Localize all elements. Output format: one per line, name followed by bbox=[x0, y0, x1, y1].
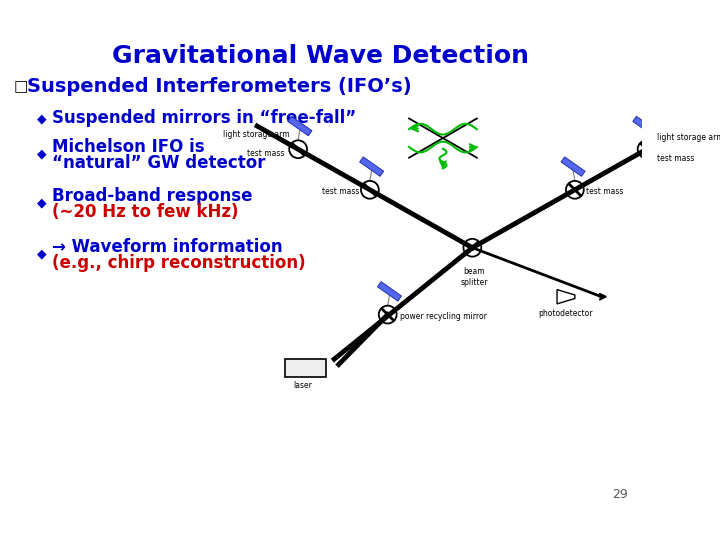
Text: “natural” GW detector: “natural” GW detector bbox=[52, 154, 265, 172]
Text: → Waveform information: → Waveform information bbox=[52, 238, 282, 256]
Text: (e.g., chirp reconstruction): (e.g., chirp reconstruction) bbox=[52, 254, 305, 272]
Text: Gravitational Wave Detection: Gravitational Wave Detection bbox=[112, 44, 529, 68]
Text: test mass: test mass bbox=[322, 187, 359, 196]
Text: Michelson IFO is: Michelson IFO is bbox=[52, 138, 204, 156]
Text: Suspended Interferometers (IFO’s): Suspended Interferometers (IFO’s) bbox=[27, 77, 411, 96]
Text: (~20 Hz to few kHz): (~20 Hz to few kHz) bbox=[52, 203, 238, 221]
Text: □: □ bbox=[14, 79, 28, 94]
Text: ◆: ◆ bbox=[37, 147, 47, 160]
Text: beam
splitter: beam splitter bbox=[460, 267, 488, 287]
Text: light storage arm: light storage arm bbox=[657, 133, 720, 142]
Polygon shape bbox=[561, 157, 585, 177]
Text: test mass: test mass bbox=[585, 187, 623, 196]
Text: ◆: ◆ bbox=[37, 197, 47, 210]
Polygon shape bbox=[557, 289, 575, 304]
Text: light storage arm: light storage arm bbox=[222, 130, 289, 139]
Text: photodetector: photodetector bbox=[539, 309, 593, 318]
Text: power recycling mirror: power recycling mirror bbox=[400, 312, 487, 321]
Text: 29: 29 bbox=[613, 488, 629, 501]
Polygon shape bbox=[288, 116, 312, 136]
Polygon shape bbox=[285, 359, 325, 377]
Text: test mass: test mass bbox=[248, 149, 284, 158]
Polygon shape bbox=[377, 282, 402, 301]
Polygon shape bbox=[633, 116, 657, 136]
Text: ◆: ◆ bbox=[37, 247, 47, 260]
Text: test mass: test mass bbox=[657, 154, 695, 163]
Polygon shape bbox=[360, 157, 384, 177]
Text: ◆: ◆ bbox=[37, 112, 47, 125]
Text: Broad-band response: Broad-band response bbox=[52, 187, 252, 205]
Text: laser: laser bbox=[294, 381, 312, 390]
Text: Suspended mirrors in “free-fall”: Suspended mirrors in “free-fall” bbox=[52, 110, 356, 127]
